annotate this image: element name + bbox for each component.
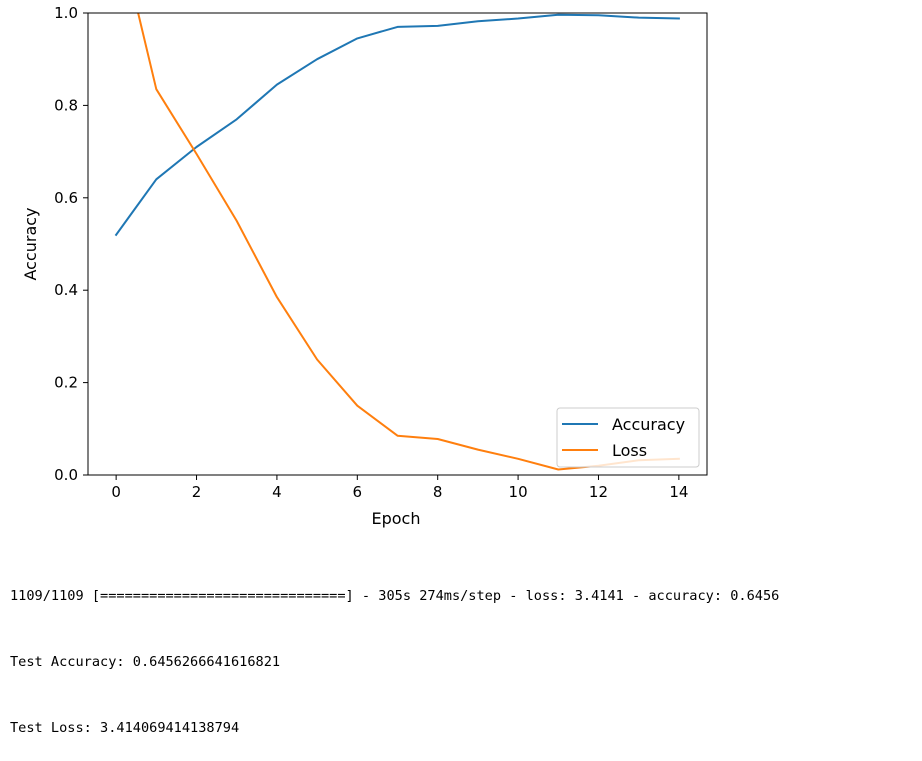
- legend-box: [556, 407, 700, 468]
- x-tick-label: 8: [433, 483, 443, 501]
- y-tick-label: 1.0: [54, 4, 78, 22]
- x-axis-label: Epoch: [372, 509, 421, 528]
- y-tick-label: 0.8: [54, 96, 78, 114]
- training-history-chart: 0 2 4 6 8 10 12 14 0.0 0.2 0.4 0.6 0.8 1.0 Epoch Acc…: [21, 4, 708, 528]
- x-tick-label: 0: [111, 483, 121, 501]
- legend: Accuracy Loss: [556, 407, 700, 468]
- console-output: 1109/1109 [=============================…: [10, 541, 920, 761]
- y-tick-label: 0.4: [54, 281, 78, 299]
- x-tick-label: 14: [669, 483, 688, 501]
- x-tick-label: 10: [509, 483, 528, 501]
- y-tick-label: 0.6: [54, 189, 78, 207]
- y-tick-label: 0.0: [54, 466, 78, 484]
- test-accuracy-line: Test Accuracy: 0.6456266641616821: [10, 654, 281, 670]
- training-progress-line: 1109/1109 [=============================…: [10, 588, 780, 604]
- y-axis-label: Accuracy: [21, 207, 40, 280]
- x-tick-label: 4: [272, 483, 282, 501]
- legend-label-accuracy: Accuracy: [612, 415, 685, 434]
- legend-label-loss: Loss: [612, 441, 647, 460]
- accuracy-series-line: [114, 13, 680, 237]
- loss-series-line: [137, 13, 680, 471]
- x-tick-label: 2: [192, 483, 202, 501]
- plot-frame: [87, 12, 708, 476]
- y-tick-label: 0.2: [54, 374, 78, 392]
- x-tick-label: 6: [353, 483, 363, 501]
- test-loss-line: Test Loss: 3.414069414138794: [10, 720, 240, 736]
- x-tick-label: 12: [589, 483, 608, 501]
